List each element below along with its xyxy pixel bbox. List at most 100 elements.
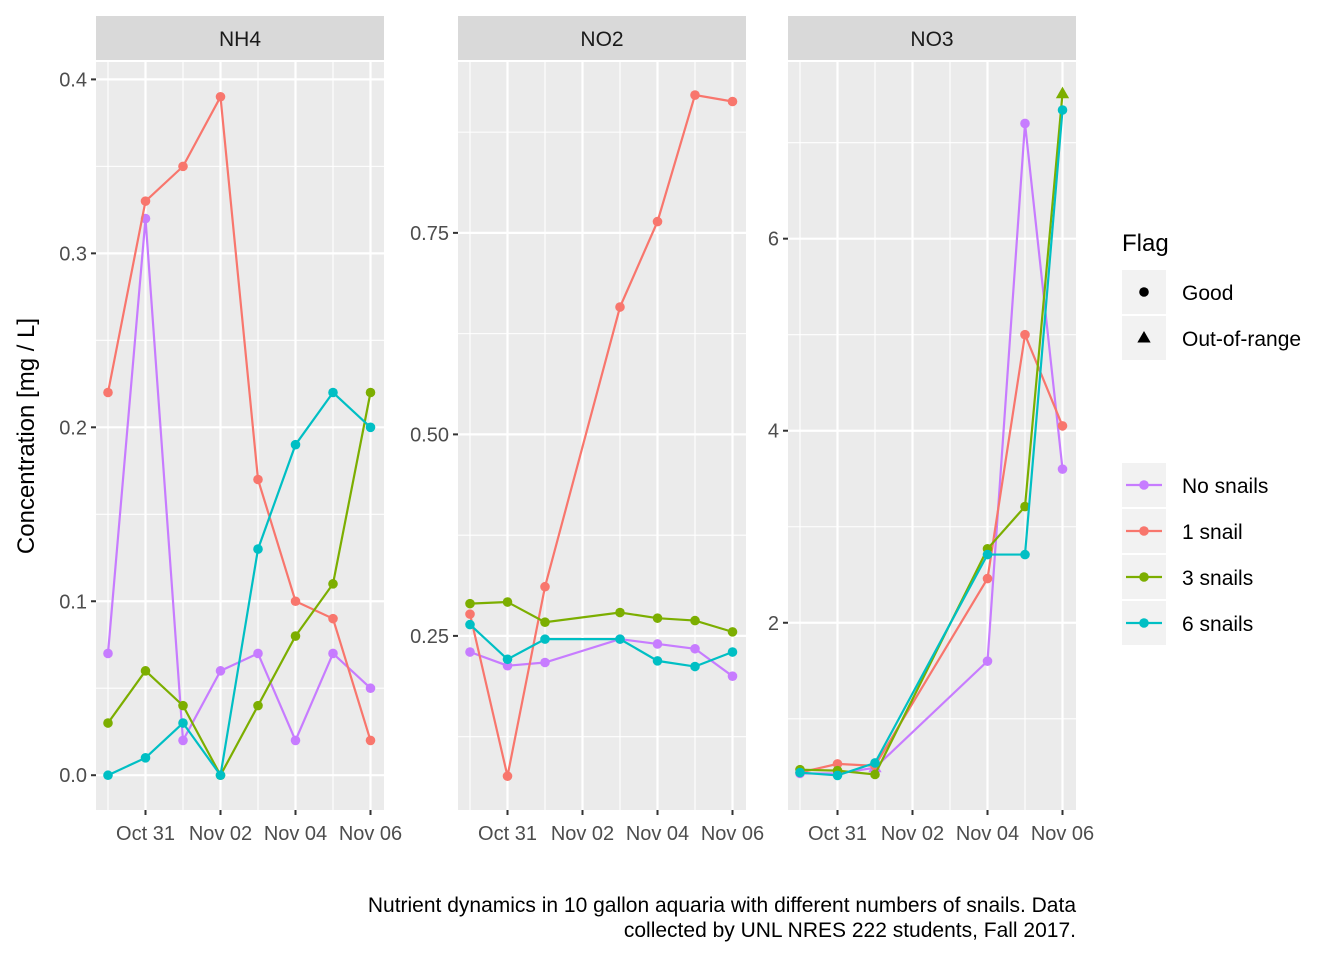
data-point-6-snails bbox=[615, 634, 625, 644]
data-point-1-snail bbox=[690, 90, 700, 100]
data-point-1-snail bbox=[253, 474, 263, 485]
series-line-1-snail bbox=[799, 330, 1064, 774]
data-point-3-snails bbox=[870, 769, 880, 780]
y-tick-label: 0.0 bbox=[59, 765, 87, 787]
data-point-1-snail bbox=[982, 573, 993, 584]
x-tick-label: Nov 06 bbox=[339, 823, 402, 845]
y-tick-label: 0.2 bbox=[59, 417, 87, 439]
data-point-3-snails bbox=[1020, 501, 1030, 512]
caption-line-2: collected by UNL NRES 222 students, Fall… bbox=[623, 919, 1076, 942]
data-point-1-snail bbox=[103, 387, 113, 398]
x-tick-label: Oct 31 bbox=[478, 823, 537, 845]
data-point-6-snails bbox=[103, 770, 113, 781]
facet-title: NO3 bbox=[910, 28, 953, 51]
data-point-1-snail bbox=[502, 771, 513, 781]
data-point-6-snails bbox=[727, 647, 738, 657]
panel-background bbox=[458, 62, 746, 810]
triangle-icon bbox=[1137, 331, 1151, 343]
data-point-6-snails bbox=[290, 439, 301, 450]
series-line-3-snails bbox=[107, 392, 372, 778]
facet-no3: NO3 2 4 6 Oct 31 Nov 02 Nov 04 Nov 06 bbox=[768, 16, 1094, 845]
data-point-6-snails bbox=[795, 767, 805, 778]
data-point-no-snails bbox=[1057, 464, 1068, 474]
x-tick-label: Nov 02 bbox=[881, 823, 944, 845]
data-point-no-snails bbox=[540, 657, 550, 668]
facet-title: NO2 bbox=[580, 28, 623, 51]
data-point-no-snails bbox=[328, 648, 338, 659]
data-point-3-snails bbox=[365, 387, 376, 398]
data-point-no-snails bbox=[690, 643, 700, 654]
data-point-6-snails bbox=[652, 656, 663, 666]
data-point-no-snails bbox=[1020, 118, 1030, 129]
data-point-6-snails bbox=[690, 661, 700, 672]
data-point-1-snail bbox=[540, 581, 550, 592]
data-point-6-snails bbox=[328, 387, 338, 398]
data-point-3-snails bbox=[328, 579, 338, 589]
legend-flag-title: Flag bbox=[1122, 230, 1169, 257]
data-point-1-snail bbox=[290, 596, 301, 607]
panel-background bbox=[96, 62, 384, 810]
data-point-triangle-3-snails bbox=[1055, 86, 1070, 99]
legend-point-swatch bbox=[1139, 480, 1149, 490]
legend-point-swatch bbox=[1139, 572, 1149, 582]
data-point-6-snails bbox=[1020, 549, 1030, 560]
data-point-6-snails bbox=[365, 422, 376, 433]
data-point-no-snails bbox=[290, 735, 301, 746]
legend-point-swatch bbox=[1139, 526, 1149, 536]
data-point-3-snails bbox=[540, 617, 550, 627]
legend-series: No snails 1 snail 3 snails 6 snails bbox=[1122, 463, 1268, 645]
data-point-1-snail bbox=[328, 613, 338, 624]
y-tick-label: 6 bbox=[768, 229, 779, 251]
legend-label: Out-of-range bbox=[1182, 328, 1301, 351]
data-point-6-snails bbox=[832, 770, 843, 781]
data-point-3-snails bbox=[465, 598, 475, 609]
facet-strip bbox=[458, 16, 746, 60]
caption-line-1: Nutrient dynamics in 10 gallon aquaria w… bbox=[367, 894, 1076, 917]
y-tick-label: 0.25 bbox=[410, 626, 449, 648]
data-point-3-snails bbox=[178, 700, 188, 711]
legend-label: 3 snails bbox=[1182, 567, 1253, 590]
data-point-6-snails bbox=[982, 549, 993, 560]
y-tick-label: 4 bbox=[768, 421, 779, 443]
data-point-3-snails bbox=[690, 615, 700, 626]
data-point-1-snail bbox=[615, 302, 625, 312]
data-point-3-snails bbox=[615, 607, 625, 618]
data-point-1-snail bbox=[652, 216, 663, 227]
y-tick-label: 0.1 bbox=[59, 591, 87, 613]
x-tick-label: Nov 02 bbox=[189, 823, 252, 845]
circle-icon bbox=[1139, 287, 1149, 297]
x-tick-label: Oct 31 bbox=[116, 823, 175, 845]
data-point-1-snail bbox=[1057, 421, 1068, 431]
data-point-no-snails bbox=[215, 666, 226, 676]
data-point-no-snails bbox=[465, 647, 475, 657]
x-tick-label: Nov 04 bbox=[626, 823, 689, 845]
legend-point-swatch bbox=[1139, 618, 1149, 628]
data-point-1-snail bbox=[215, 91, 226, 102]
facet-nh4: NH4 0.0 0.1 0.2 0.3 0.4 Oct 31 Nov 02 Nov 04 Nov … bbox=[59, 16, 402, 845]
x-tick-label: Nov 06 bbox=[1031, 823, 1094, 845]
y-tick-label: 0.50 bbox=[410, 424, 449, 446]
data-point-no-snails bbox=[727, 671, 738, 681]
data-point-no-snails bbox=[253, 648, 263, 659]
data-point-6-snails bbox=[178, 718, 188, 728]
data-point-6-snails bbox=[540, 634, 550, 644]
y-tick-label: 0.3 bbox=[59, 243, 87, 265]
legend-label: Good bbox=[1182, 282, 1233, 305]
data-point-3-snails bbox=[652, 613, 663, 623]
data-point-1-snail bbox=[178, 161, 188, 172]
x-tick-label: Nov 04 bbox=[264, 823, 327, 845]
legend-label: No snails bbox=[1182, 475, 1268, 498]
data-point-no-snails bbox=[178, 735, 188, 746]
legend-label: 6 snails bbox=[1182, 613, 1253, 636]
data-point-no-snails bbox=[652, 639, 663, 649]
panel-background bbox=[788, 62, 1076, 810]
facet-title: NH4 bbox=[219, 28, 261, 51]
series-line-6-snails bbox=[107, 390, 372, 779]
data-point-6-snails bbox=[502, 654, 513, 665]
data-point-3-snails bbox=[502, 597, 513, 607]
data-point-6-snails bbox=[870, 758, 880, 768]
x-tick-label: Nov 06 bbox=[701, 823, 764, 845]
data-point-1-snail bbox=[727, 96, 738, 107]
